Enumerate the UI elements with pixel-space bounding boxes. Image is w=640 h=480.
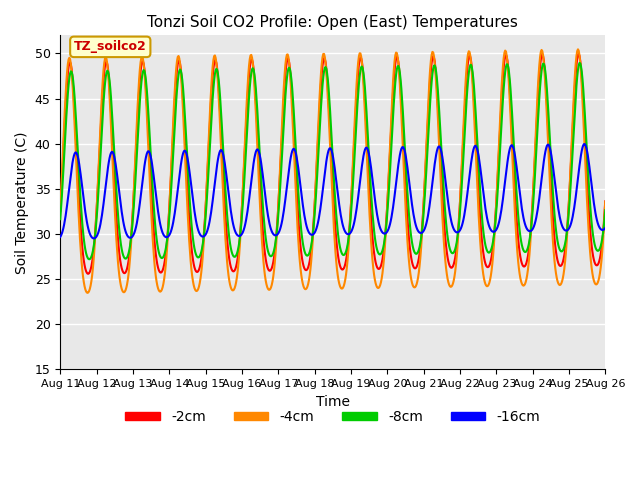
Title: Tonzi Soil CO2 Profile: Open (East) Temperatures: Tonzi Soil CO2 Profile: Open (East) Temp…: [147, 15, 518, 30]
Text: TZ_soilco2: TZ_soilco2: [74, 40, 147, 53]
X-axis label: Time: Time: [316, 395, 350, 408]
Legend: -2cm, -4cm, -8cm, -16cm: -2cm, -4cm, -8cm, -16cm: [120, 404, 546, 429]
Y-axis label: Soil Temperature (C): Soil Temperature (C): [15, 131, 29, 274]
